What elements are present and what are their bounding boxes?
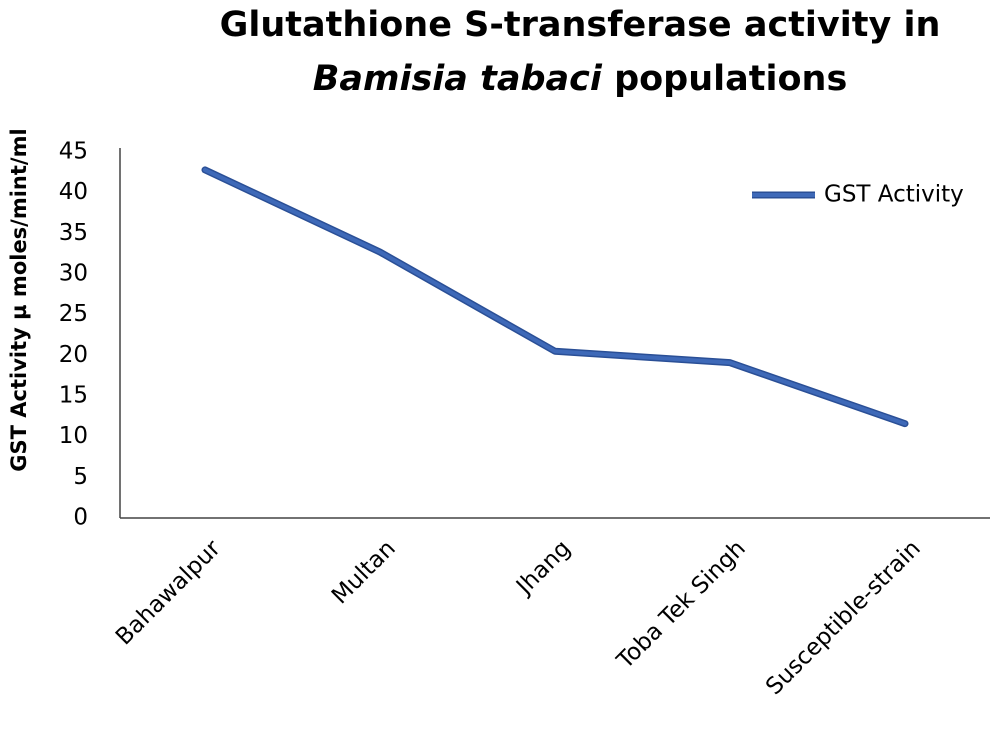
y-tick-label: 25: [59, 301, 88, 327]
x-tick-label: Jhang: [510, 535, 576, 601]
y-tick-label: 35: [59, 220, 88, 246]
chart-title: Glutathione S-transferase activity in: [220, 5, 941, 45]
y-tick-label: 0: [73, 505, 88, 531]
y-tick-label: 15: [59, 383, 88, 409]
x-tick-label: Multan: [327, 535, 401, 609]
y-tick-label: 20: [59, 342, 88, 368]
x-tick-label: Bahawalpur: [111, 535, 226, 650]
y-tick-label: 10: [59, 423, 88, 449]
chart-title: Bamisia tabaci populations: [313, 59, 848, 99]
x-tick-label: Susceptible-strain: [761, 535, 926, 700]
y-tick-label: 30: [59, 261, 88, 287]
x-tick-label: Toba Tek Singh: [612, 535, 751, 674]
y-tick-label: 5: [73, 464, 88, 490]
legend-label: GST Activity: [824, 182, 964, 208]
y-tick-label: 45: [59, 139, 88, 165]
chart-title-rest: populations: [614, 59, 847, 99]
y-tick-label: 40: [59, 179, 88, 205]
chart-title-italic: Bamisia tabaci: [313, 59, 603, 99]
line-series-inner: [203, 167, 907, 426]
y-axis-label: GST Activity µ moles/mint/ml: [7, 128, 31, 471]
